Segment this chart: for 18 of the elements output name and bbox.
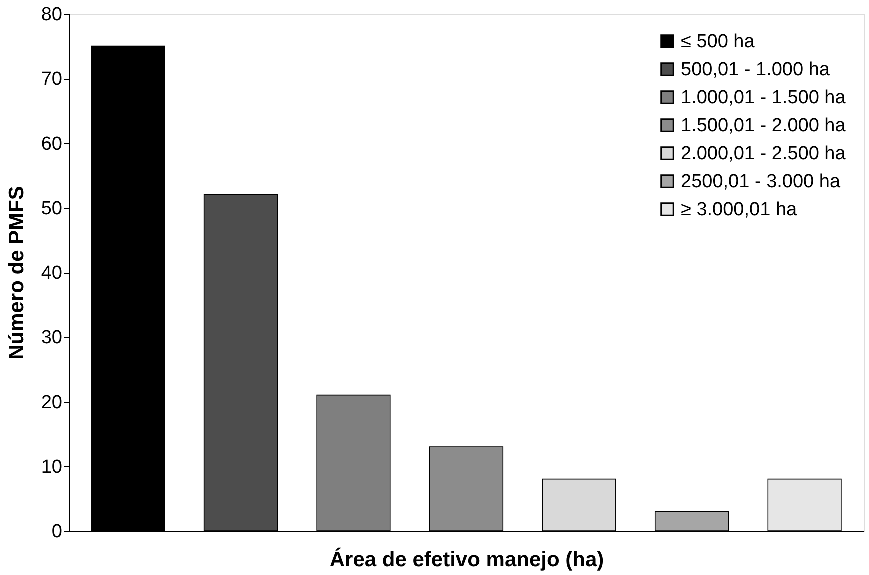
legend-label: 500,01 - 1.000 ha bbox=[681, 60, 830, 80]
legend-label: 1.000,01 - 1.500 ha bbox=[681, 88, 846, 108]
y-tick-label: 30 bbox=[41, 328, 62, 349]
y-axis-title: Número de PMFS bbox=[5, 186, 28, 360]
y-tick-label: 70 bbox=[41, 69, 62, 90]
y-tick-label: 10 bbox=[41, 456, 62, 478]
y-tick-label: 20 bbox=[41, 392, 62, 414]
y-tick-label: 80 bbox=[41, 4, 62, 26]
y-tick-label: 0 bbox=[52, 522, 62, 542]
legend-label: 1.500,01 - 2.000 ha bbox=[681, 116, 846, 136]
legend-label: ≥ 3.000,01 ha bbox=[681, 200, 798, 220]
y-tick-label: 40 bbox=[41, 263, 62, 284]
y-tick-label: 50 bbox=[41, 198, 62, 220]
x-axis-title: Área de efetivo manejo (ha) bbox=[330, 548, 604, 572]
legend-label: ≤ 500 ha bbox=[681, 32, 756, 52]
y-tick-label: 60 bbox=[41, 134, 62, 155]
legend-label: 2.000,01 - 2.500 ha bbox=[681, 144, 846, 164]
legend-label: 2500,01 - 3.000 ha bbox=[681, 172, 841, 192]
